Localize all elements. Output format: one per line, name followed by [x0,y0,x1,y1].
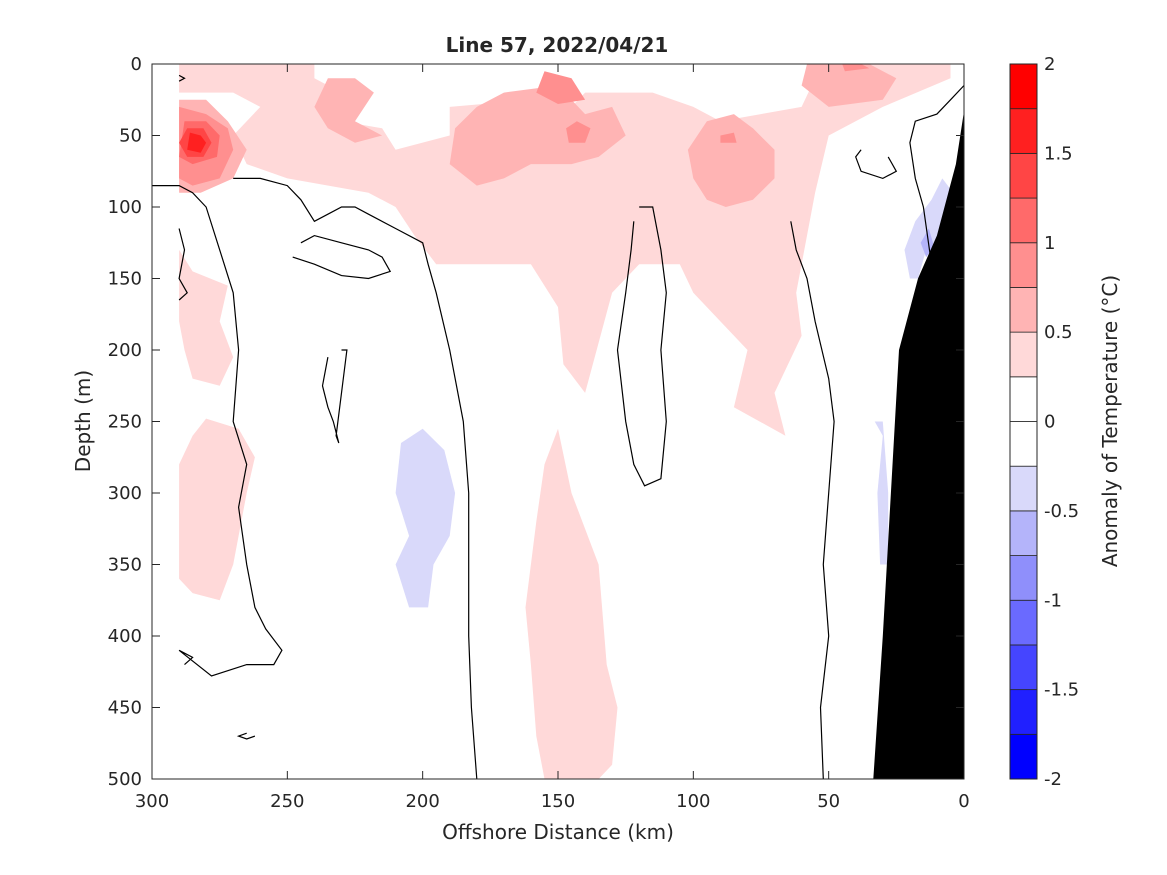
zero-contour-line [855,149,898,180]
colorbar-frame [1009,63,1038,780]
y-tick-label: 250 [108,412,142,433]
anomaly-region [801,64,897,107]
colorbar-label: Anomaly of Temperature (°C) [1098,275,1122,567]
x-tick-label: 300 [135,791,169,812]
anomaly-region [314,78,383,143]
colorbar-swatch [1009,421,1038,467]
x-tick-label: 100 [676,791,710,812]
anomaly-region [525,428,618,779]
x-tick-label: 150 [541,791,575,812]
anomaly-region [187,132,207,153]
colorbar-swatch [1009,510,1038,556]
anomaly-region [179,249,234,386]
colorbar-swatch [1009,376,1038,422]
colorbar-tick-label: 1.5 [1044,143,1073,164]
y-tick-label: 50 [119,126,142,147]
colorbar-tick-label: -2 [1044,769,1062,790]
colorbar-tick-label: -1.5 [1044,680,1079,701]
anomaly-region [536,71,586,104]
anomaly-fills [152,64,954,779]
y-tick-label: 450 [108,698,142,719]
colorbar-tick-label: 2 [1044,54,1055,75]
bathymetry-fill [873,111,964,779]
colorbar-tick-label: -1 [1044,590,1062,611]
plot-area [152,64,965,780]
zero-contour-line [152,185,283,677]
x-tick-label: 250 [270,791,304,812]
anomaly-region [874,421,889,565]
anomaly-region [687,114,775,207]
anomaly-region [566,121,591,143]
zero-contour-line [790,221,835,780]
colorbar-swatch [1009,644,1038,691]
x-axis-label: Offshore Distance (km) [442,820,674,844]
zero-contours [152,74,965,780]
colorbar-swatch [1009,152,1038,199]
colorbar-swatch [1009,63,1038,110]
colorbar-swatch [1009,108,1038,154]
zero-contour-line [616,206,667,487]
x-tick-label: 50 [817,791,840,812]
colorbar [1009,63,1038,780]
y-tick-label: 500 [108,769,142,790]
colorbar-swatch [1009,331,1038,378]
anomaly-region [904,178,954,279]
chart-title: Line 57, 2022/04/21 [446,33,669,57]
colorbar-ticks: 2 1.5 1 0.5 0 -0.5 -1 -1.5 -2 [1044,54,1079,790]
colorbar-tick-label: 0 [1044,412,1055,433]
colorbar-swatch [1009,689,1038,735]
colorbar-swatch [1009,733,1038,780]
anomaly-region [449,85,626,186]
colorbar-swatch [1009,555,1038,601]
x-axis: 300 250 200 150 100 50 0 [135,64,970,812]
zero-contour-line [178,228,188,301]
anomaly-region [179,418,255,601]
zero-contour-line [178,74,186,82]
zero-contour-line [233,177,478,780]
colorbar-tick-label: 0.5 [1044,322,1073,343]
y-tick-label: 400 [108,626,142,647]
x-tick-label: 0 [958,791,969,812]
anomaly-region [395,428,456,608]
zero-contour-line [292,234,392,280]
zero-contour-line [236,732,256,740]
y-tick-label: 150 [108,269,142,290]
colorbar-swatch [1009,242,1038,288]
y-axis: 0 50 100 150 200 250 300 350 400 450 500 [108,54,964,790]
colorbar-tick-label: 1 [1044,233,1055,254]
colorbar-swatch [1009,197,1038,244]
colorbar-swatch [1009,465,1038,512]
y-tick-label: 350 [108,555,142,576]
anomaly-region [842,64,870,72]
anomaly-region [720,132,737,143]
y-tick-label: 200 [108,340,142,361]
y-tick-label: 0 [131,54,142,75]
colorbar-swatch [1009,287,1038,333]
y-tick-label: 100 [108,197,142,218]
y-axis-label: Depth (m) [71,370,95,472]
y-tick-label: 300 [108,483,142,504]
colorbar-swatch [1009,599,1038,646]
zero-contour-line [321,349,348,444]
x-tick-label: 200 [405,791,439,812]
colorbar-tick-label: -0.5 [1044,501,1079,522]
